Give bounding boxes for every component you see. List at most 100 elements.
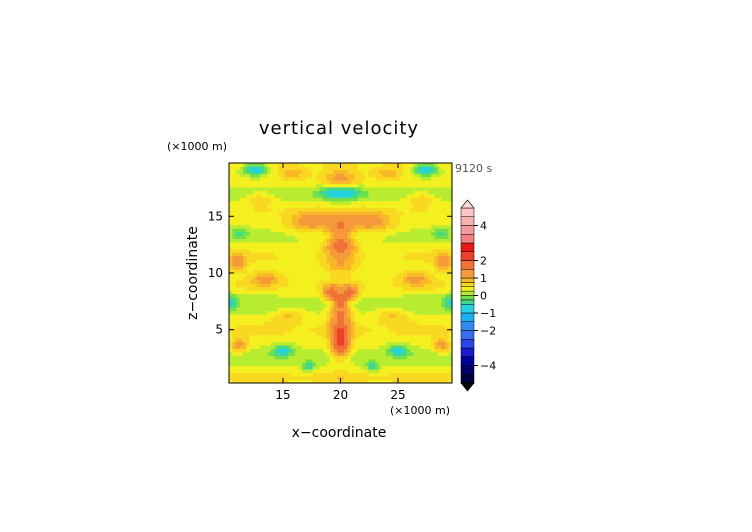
- heatmap-cell: [438, 248, 442, 253]
- heatmap-cell: [364, 276, 369, 281]
- heatmap-cell: [389, 314, 394, 319]
- heatmap-cell: [375, 307, 380, 312]
- heatmap-cell: [249, 169, 254, 174]
- heatmap-cell: [441, 183, 446, 188]
- heatmap-cell: [323, 266, 327, 270]
- heatmap-cell: [375, 266, 380, 270]
- heatmap-cell: [427, 248, 432, 253]
- heatmap-cell: [239, 348, 244, 353]
- heatmap-cell: [323, 176, 327, 181]
- heatmap-cell: [229, 238, 233, 243]
- heatmap-cell: [382, 352, 387, 356]
- heatmap-cell: [246, 166, 251, 171]
- heatmap-cell: [420, 331, 425, 336]
- heatmap-cell: [403, 290, 408, 295]
- heatmap-cell: [382, 197, 387, 202]
- heatmap-cell: [364, 163, 369, 167]
- heatmap-cell: [371, 166, 376, 171]
- heatmap-cell: [260, 248, 265, 253]
- heatmap-cell: [424, 176, 429, 181]
- heatmap-cell: [312, 183, 317, 188]
- heatmap-cell: [312, 365, 317, 370]
- heatmap-cell: [378, 248, 383, 253]
- heatmap-cell: [330, 163, 334, 167]
- heatmap-cell: [410, 365, 415, 370]
- heatmap-cell: [392, 369, 397, 374]
- heatmap-cell: [284, 169, 289, 174]
- heatmap-cell: [427, 303, 432, 308]
- heatmap-cell: [364, 183, 369, 188]
- heatmap-cell: [260, 235, 265, 240]
- heatmap-cell: [420, 307, 425, 312]
- heatmap-cell: [403, 355, 408, 360]
- heatmap-cell: [337, 169, 341, 174]
- heatmap-cell: [413, 283, 418, 288]
- heatmap-cell: [347, 379, 352, 384]
- heatmap-cell: [368, 293, 373, 298]
- heatmap-cell: [361, 211, 366, 215]
- heatmap-cell: [242, 276, 247, 281]
- heatmap-cell: [378, 262, 383, 267]
- heatmap-cell: [239, 183, 244, 188]
- heatmap-cell: [413, 376, 418, 380]
- heatmap-cell: [267, 273, 272, 277]
- heatmap-cell: [441, 221, 446, 226]
- heatmap-cell: [263, 279, 268, 284]
- heatmap-cell: [246, 300, 251, 305]
- heatmap-cell: [270, 345, 275, 350]
- heatmap-cell: [448, 163, 453, 167]
- heatmap-cell: [382, 245, 387, 250]
- heatmap-cell: [267, 369, 272, 374]
- heatmap-cell: [420, 252, 425, 257]
- heatmap-cell: [333, 362, 338, 367]
- heatmap-cell: [361, 235, 366, 240]
- heatmap-cell: [340, 290, 345, 295]
- heatmap-cell: [340, 341, 345, 346]
- heatmap-cell: [364, 297, 369, 301]
- heatmap-cell: [350, 376, 355, 380]
- heatmap-cell: [330, 290, 334, 295]
- heatmap-cell: [253, 348, 258, 353]
- heatmap-cell: [260, 379, 265, 384]
- x-tick-label: 20: [333, 388, 348, 402]
- heatmap-cell: [305, 276, 310, 281]
- heatmap-cell: [295, 279, 300, 284]
- heatmap-cell: [385, 328, 390, 332]
- heatmap-cell: [420, 207, 425, 212]
- heatmap-cell: [274, 176, 279, 181]
- heatmap-cell: [417, 276, 422, 281]
- heatmap-cell: [445, 221, 449, 226]
- heatmap-cell: [330, 224, 334, 229]
- heatmap-cell: [326, 207, 331, 212]
- heatmap-cell: [389, 242, 394, 246]
- heatmap-cell: [309, 303, 314, 308]
- heatmap-cell: [333, 331, 338, 336]
- heatmap-cell: [403, 173, 408, 178]
- heatmap-cell: [305, 293, 310, 298]
- heatmap-cell: [242, 228, 247, 233]
- heatmap-cell: [343, 348, 348, 353]
- heatmap-cell: [420, 345, 425, 350]
- heatmap-cell: [302, 228, 307, 233]
- colorbar-level: [460, 286, 475, 292]
- heatmap-cell: [420, 300, 425, 305]
- heatmap-cell: [410, 279, 415, 284]
- heatmap-cell: [312, 218, 317, 222]
- heatmap-cell: [256, 197, 261, 202]
- heatmap-cell: [326, 180, 331, 185]
- heatmap-cell: [288, 352, 293, 356]
- heatmap-cell: [242, 286, 247, 291]
- heatmap-cell: [410, 269, 415, 274]
- heatmap-cell: [291, 214, 296, 219]
- heatmap-cell: [263, 228, 268, 233]
- heatmap-cell: [448, 293, 453, 298]
- heatmap-cell: [413, 348, 418, 353]
- heatmap-cell: [417, 248, 422, 253]
- heatmap-cell: [256, 279, 261, 284]
- heatmap-cell: [333, 307, 338, 312]
- heatmap-cell: [340, 310, 345, 315]
- heatmap-cell: [368, 169, 373, 174]
- heatmap-cell: [333, 173, 338, 178]
- heatmap-cell: [417, 300, 422, 305]
- heatmap-cell: [438, 176, 442, 181]
